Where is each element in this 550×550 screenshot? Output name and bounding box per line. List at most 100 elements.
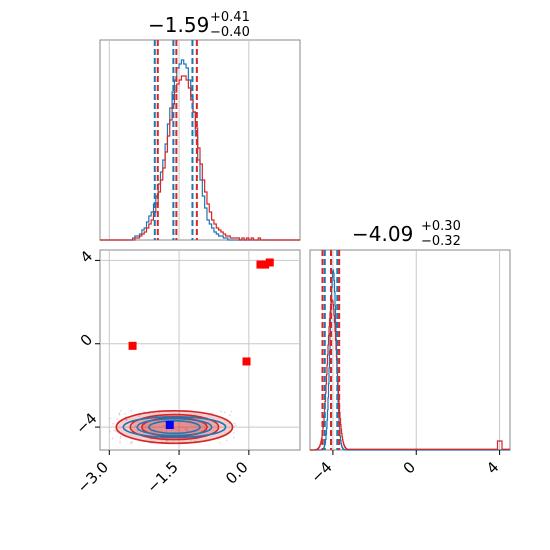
x-tick-label: 0 [400,458,419,477]
scatter-point [207,421,209,423]
scatter-point [205,438,207,441]
scatter-point [124,412,126,415]
outlier-marker [265,258,274,267]
scatter-point [119,435,122,438]
scatter-point [230,410,233,413]
scatter-point [189,440,192,442]
x-tick-label: −3.0 [74,458,112,496]
scatter-point [125,419,128,421]
best-fit-marker [165,421,174,429]
contour-blue [148,420,201,435]
scatter-point [173,428,176,430]
contour-blue [136,417,213,437]
quantile-lines [153,40,198,240]
contour-series [115,410,234,445]
scatter-point [136,429,139,432]
scatter-point [220,410,222,413]
title-main: −1.59 [148,13,209,37]
scatter-point [143,411,145,413]
y-tick-label: 0 [77,330,96,349]
title-main: −4.09 [352,222,413,246]
grid [108,40,250,240]
outlier-marker [256,260,265,269]
scatter-point [213,429,215,431]
x-tick-label: 0.0 [222,458,252,488]
scatter-point [144,426,147,429]
scatter-point [129,442,132,445]
scatter-point [177,428,179,431]
scatter-point [119,437,122,440]
contour-panel: −3.0 −1.5 0.0 −4 0 4 [72,247,301,497]
histogram-series [100,59,300,241]
scatter-point [197,421,199,423]
scatter-point [111,437,114,440]
plot-frame [99,39,301,241]
x-tick-label: −1.5 [143,458,181,496]
scatter-point [118,412,121,414]
scatter-point [115,430,117,433]
scatter-point [219,441,221,444]
scatter-point [130,441,133,444]
scatter-point [170,429,173,431]
scatter-point [160,425,163,428]
scatter-point [186,429,189,432]
scatter-point [167,439,169,442]
y-tick-label: 4 [77,247,96,266]
scatter-point [109,430,112,433]
scatter-point [138,415,141,417]
title-plus: +0.30 [421,219,461,234]
scatter-point [225,439,228,442]
scatter-point [181,426,184,429]
scatter-point [130,410,133,412]
histogram-step [310,269,510,451]
scatter-point [150,431,153,433]
scatter-point [211,412,213,415]
scatter-point [113,429,115,432]
scatter-point [165,440,168,443]
title-plus: +0.41 [210,10,250,25]
scatter-point [218,438,220,440]
scatter-point [233,422,236,425]
grid [332,250,501,450]
marker-points [128,258,274,429]
y-tick-labels: −4 0 4 [72,247,100,438]
scatter-point [112,422,114,425]
x-tick-label: −4 [307,458,335,486]
x-tick-label: 4 [483,458,502,477]
scatter-point [185,427,187,429]
scatter-point [197,418,200,420]
x-tick-labels: −4 0 4 [307,450,502,486]
scatter-point [114,429,117,431]
scatter-point [134,425,137,427]
scatter-point [203,426,206,429]
outlier-marker [261,260,270,269]
outlier-marker [242,357,251,366]
scatter-point [109,417,112,420]
scatter-point [232,436,235,439]
histogram-step-1 [100,75,300,241]
scatter-point [229,414,231,416]
scatter-point [194,426,197,428]
histogram-panel-param1: −1.59 +0.41 −0.40 [99,10,301,241]
scatter-point [224,411,226,413]
scatter-point [118,413,121,416]
histogram-panel-param2: −4 0 4 −4.09 +0.30 −0.32 [307,219,511,486]
scatter-point [163,424,165,427]
x-tick-labels: −3.0 −1.5 0.0 [74,450,252,497]
scatter-point [120,409,122,412]
title-minus: −0.40 [210,25,250,40]
scatter-point [119,440,121,443]
y-tick-label: −4 [72,409,100,437]
scatter-point [235,424,237,427]
scatter-point [172,441,175,443]
scatter-point [119,442,121,444]
contour-blue [122,415,227,439]
plot-frame [99,249,301,451]
scatter-point [165,430,168,432]
scatter-point [233,425,236,428]
scatter-point [116,418,118,420]
title-minus: −0.32 [421,234,461,249]
scatter-point [232,432,235,434]
scatter-point [151,431,154,434]
